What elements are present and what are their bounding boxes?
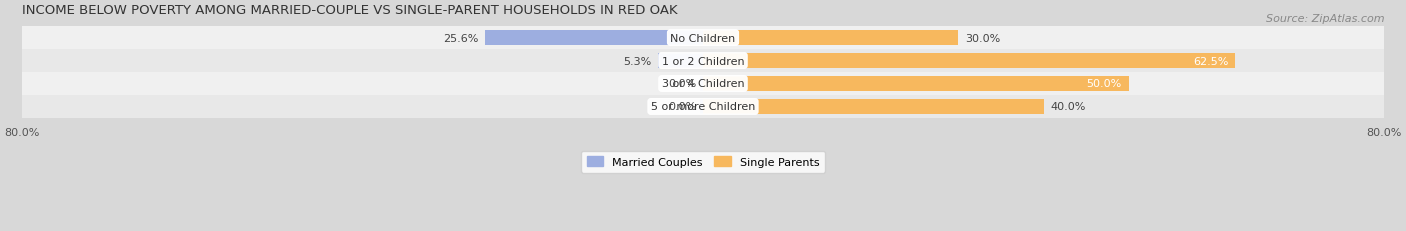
Text: 1 or 2 Children: 1 or 2 Children [662, 56, 744, 66]
Text: 0.0%: 0.0% [668, 79, 696, 89]
Bar [658, 54, 703, 68]
Bar [700, 77, 703, 91]
Bar [700, 100, 703, 114]
Legend: Married Couples, Single Parents: Married Couples, Single Parents [581, 151, 825, 173]
Text: 30.0%: 30.0% [966, 33, 1001, 43]
Text: 0.0%: 0.0% [668, 102, 696, 112]
Bar [703, 100, 1043, 114]
Bar [703, 31, 959, 46]
Text: 5.3%: 5.3% [623, 56, 651, 66]
Bar [22, 50, 1384, 73]
Bar [22, 96, 1384, 119]
Bar [703, 77, 1129, 91]
Bar [703, 54, 1234, 68]
Text: 62.5%: 62.5% [1192, 56, 1229, 66]
Text: 40.0%: 40.0% [1050, 102, 1085, 112]
Bar [485, 31, 703, 46]
Text: 25.6%: 25.6% [443, 33, 478, 43]
Text: 50.0%: 50.0% [1087, 79, 1122, 89]
Text: 3 or 4 Children: 3 or 4 Children [662, 79, 744, 89]
Bar [22, 73, 1384, 96]
Text: 5 or more Children: 5 or more Children [651, 102, 755, 112]
Text: INCOME BELOW POVERTY AMONG MARRIED-COUPLE VS SINGLE-PARENT HOUSEHOLDS IN RED OAK: INCOME BELOW POVERTY AMONG MARRIED-COUPL… [22, 4, 678, 17]
Text: Source: ZipAtlas.com: Source: ZipAtlas.com [1267, 14, 1385, 24]
Text: No Children: No Children [671, 33, 735, 43]
Bar [22, 27, 1384, 50]
